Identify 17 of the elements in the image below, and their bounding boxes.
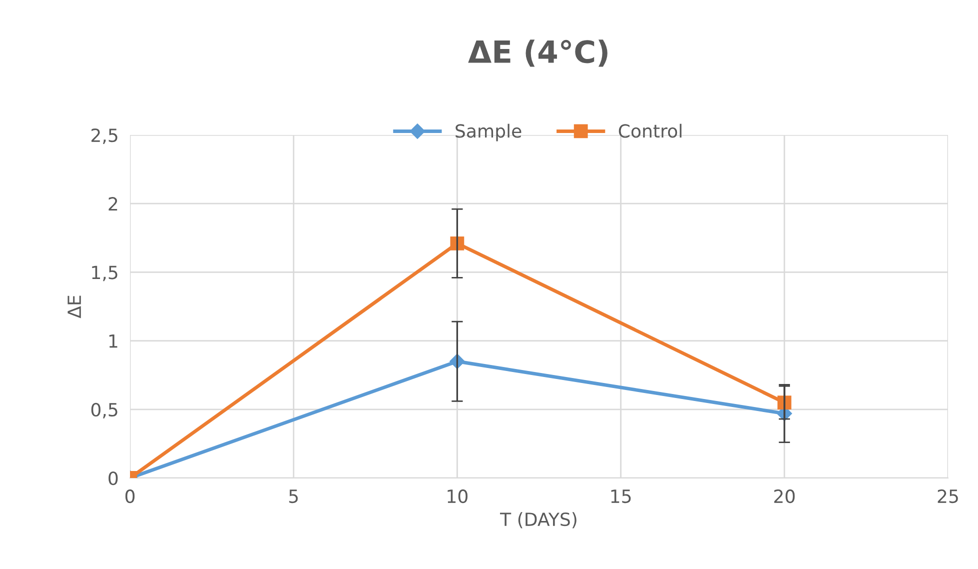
x-tick-label: 20 bbox=[774, 489, 795, 504]
x-tick-label: 10 bbox=[448, 489, 468, 504]
y-tick-label: 1 bbox=[109, 334, 118, 348]
y-tick-label: 1,5 bbox=[92, 266, 118, 282]
legend-label: Control bbox=[618, 124, 682, 138]
y-tick-label: 0 bbox=[108, 471, 118, 486]
x-tick-label: 25 bbox=[938, 489, 958, 504]
x-tick-label: 5 bbox=[289, 490, 298, 504]
y-axis-title: ΔE bbox=[68, 296, 81, 318]
legend-label: Sample bbox=[456, 124, 522, 142]
x-axis-title: T (DAYS) bbox=[500, 512, 576, 528]
chart-title: ΔE (4°C) bbox=[468, 40, 608, 67]
y-tick-label: 2,5 bbox=[92, 128, 118, 144]
x-tick-label: 15 bbox=[611, 490, 631, 504]
x-tick-label: 0 bbox=[125, 489, 135, 504]
y-tick-label: 0,5 bbox=[91, 402, 118, 418]
y-tick-label: 2 bbox=[108, 197, 118, 210]
